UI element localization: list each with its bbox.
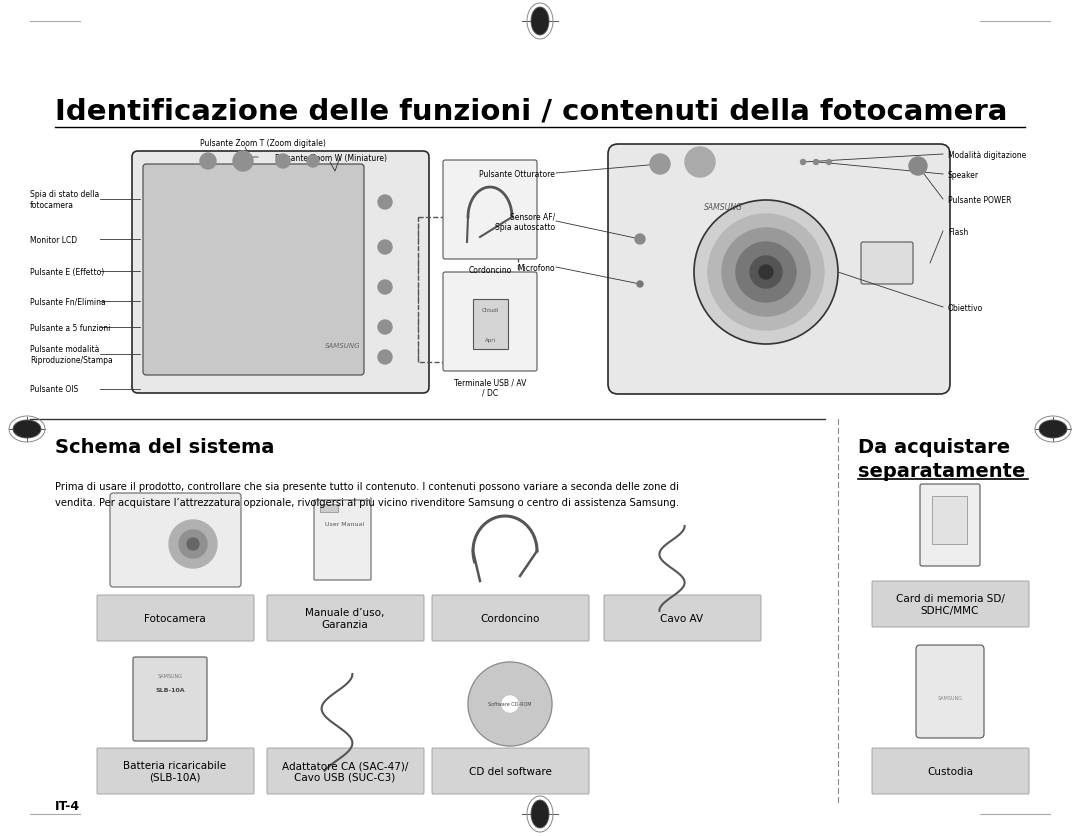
Text: Flash: Flash [948,227,969,237]
Circle shape [187,538,199,550]
FancyBboxPatch shape [608,145,950,395]
FancyBboxPatch shape [132,152,429,394]
Text: Fotocamera: Fotocamera [144,614,206,624]
Text: Software CD-ROM: Software CD-ROM [488,701,531,706]
Circle shape [650,155,670,175]
Text: Apri: Apri [485,337,496,342]
Circle shape [635,235,645,245]
Text: Card di memoria SD/
SDHC/MMC: Card di memoria SD/ SDHC/MMC [895,594,1004,615]
Circle shape [468,662,552,746]
FancyBboxPatch shape [872,748,1029,794]
Circle shape [168,520,217,568]
FancyBboxPatch shape [920,484,980,566]
Circle shape [723,229,810,317]
Text: Sensore AF/
Spia autoscatto: Sensore AF/ Spia autoscatto [495,212,555,232]
Text: IT-4: IT-4 [55,799,80,812]
Bar [320,504,338,512]
Text: Manuale d’uso,
Garanzia: Manuale d’uso, Garanzia [306,608,384,629]
FancyBboxPatch shape [110,493,241,588]
Text: SAMSUNG: SAMSUNG [325,343,361,349]
Text: Modalità digitazione: Modalità digitazione [948,150,1026,160]
Text: Pulsante modalità
Riproduzione/Stampa: Pulsante modalità Riproduzione/Stampa [30,345,112,364]
Text: Pulsante Zoom T (Zoom digitale): Pulsante Zoom T (Zoom digitale) [200,139,326,148]
Text: Cordoncino: Cordoncino [481,614,540,624]
Text: Terminale USB / AV
/ DC: Terminale USB / AV / DC [454,378,526,397]
Circle shape [759,266,773,280]
Text: Batteria ricaricabile
(SLB-10A): Batteria ricaricabile (SLB-10A) [123,760,227,782]
FancyBboxPatch shape [97,595,254,641]
Circle shape [637,282,643,288]
Bar [932,497,967,544]
Text: CD del software: CD del software [469,766,552,776]
FancyBboxPatch shape [916,645,984,738]
Text: Adattatore CA (SAC-47)/
Cavo USB (SUC-C3): Adattatore CA (SAC-47)/ Cavo USB (SUC-C3… [282,760,408,782]
Text: Pulsante a 5 funzioni: Pulsante a 5 funzioni [30,323,110,332]
FancyBboxPatch shape [443,273,537,371]
Ellipse shape [13,421,41,438]
FancyBboxPatch shape [143,165,364,375]
Bar [473,299,508,349]
Circle shape [708,215,824,330]
Text: Prima di usare il prodotto, controllare che sia presente tutto il contenuto. I c: Prima di usare il prodotto, controllare … [55,482,679,507]
Circle shape [179,530,207,558]
Text: Pulsante Otturatore: Pulsante Otturatore [480,170,555,178]
Text: Cavo AV: Cavo AV [661,614,703,624]
Text: SLB-10A: SLB-10A [156,687,185,692]
FancyBboxPatch shape [97,748,254,794]
FancyBboxPatch shape [861,242,913,285]
Circle shape [800,161,806,166]
FancyBboxPatch shape [267,595,424,641]
Circle shape [750,257,782,288]
Circle shape [813,161,819,166]
FancyBboxPatch shape [872,581,1029,627]
Text: SAMSUNG: SAMSUNG [158,673,183,678]
Circle shape [307,155,319,168]
Ellipse shape [531,8,549,36]
Text: Schema del sistema: Schema del sistema [55,437,274,456]
Ellipse shape [1039,421,1067,438]
Circle shape [826,161,832,166]
Text: SAMSUNG: SAMSUNG [703,203,742,212]
Text: Identificazione delle funzioni / contenuti della fotocamera: Identificazione delle funzioni / contenu… [55,97,1008,125]
Text: Speaker: Speaker [948,171,980,179]
Text: Monitor LCD: Monitor LCD [30,235,77,244]
Circle shape [502,696,518,712]
Text: Chiudi: Chiudi [482,307,499,312]
Text: Pulsante Zoom W (Miniature): Pulsante Zoom W (Miniature) [275,154,387,163]
FancyBboxPatch shape [133,657,207,741]
Text: SAMSUNG: SAMSUNG [937,696,962,701]
Circle shape [378,241,392,255]
Text: Cordoncino: Cordoncino [469,266,512,275]
FancyBboxPatch shape [432,595,589,641]
Text: Custodia: Custodia [927,766,973,776]
Text: Spia di stato della
fotocamera: Spia di stato della fotocamera [30,190,99,210]
Ellipse shape [531,800,549,828]
Text: Obiettivo: Obiettivo [948,303,983,312]
FancyBboxPatch shape [604,595,761,641]
Circle shape [685,148,715,178]
Circle shape [378,350,392,364]
Circle shape [233,152,253,171]
FancyBboxPatch shape [432,748,589,794]
Text: Da acquistare: Da acquistare [858,437,1010,456]
FancyBboxPatch shape [443,161,537,260]
Circle shape [735,242,796,303]
Text: separatamente: separatamente [858,461,1025,481]
Circle shape [378,196,392,210]
Text: User Manual: User Manual [325,522,365,527]
Text: Pulsante POWER: Pulsante POWER [948,196,1012,204]
Circle shape [276,155,291,169]
FancyBboxPatch shape [267,748,424,794]
Text: Pulsante E (Effetto): Pulsante E (Effetto) [30,268,105,276]
Circle shape [378,281,392,294]
FancyBboxPatch shape [314,501,372,580]
Circle shape [200,154,216,170]
Text: Microfono: Microfono [517,263,555,273]
Circle shape [909,158,927,176]
Text: Pulsante Fn/Elimina: Pulsante Fn/Elimina [30,297,106,306]
Circle shape [694,201,838,344]
Text: Pulsante OIS: Pulsante OIS [30,385,78,394]
Circle shape [378,321,392,334]
